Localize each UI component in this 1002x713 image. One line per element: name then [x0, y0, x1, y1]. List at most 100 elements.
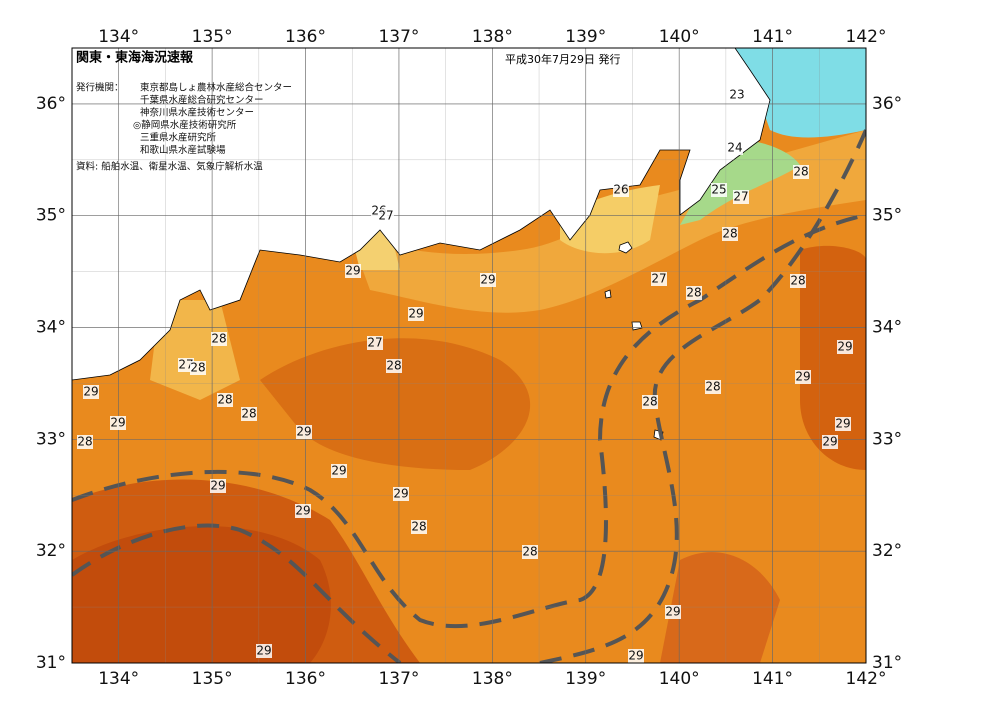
- isotherm-label-bg: [613, 183, 629, 197]
- lat-label-right: 35°: [872, 206, 902, 226]
- lon-label-bottom: 137°: [378, 669, 419, 689]
- isotherm-label: 29: [110, 416, 125, 430]
- lat-label-left: 32°: [36, 541, 66, 561]
- isotherm-label-bg: [522, 545, 538, 559]
- isotherm-label: 29: [295, 504, 310, 518]
- isotherm-label: 28: [686, 286, 701, 300]
- isotherm-label-bg: [411, 520, 427, 534]
- isotherm-label: 29: [256, 644, 271, 658]
- lon-label-top: 139°: [565, 27, 606, 47]
- isotherm-label-bg: [331, 464, 347, 478]
- isotherm-label: 29: [795, 370, 810, 384]
- isotherm-label: 29: [393, 487, 408, 501]
- isotherm-label-bg: [642, 395, 658, 409]
- isotherm-label-bg: [795, 370, 811, 384]
- isotherm-label: 27: [378, 209, 393, 223]
- isotherm-label: 28: [705, 380, 720, 394]
- isotherm-label-bg: [408, 307, 424, 321]
- lon-label-top: 140°: [659, 27, 700, 47]
- isotherm-label: 28: [642, 395, 657, 409]
- lon-label-bottom: 136°: [285, 669, 326, 689]
- isotherm-label-bg: [77, 435, 93, 449]
- lon-label-top: 134°: [98, 27, 139, 47]
- isotherm-label-bg: [722, 227, 738, 241]
- issuer: 神奈川県水産技術センター: [140, 107, 254, 119]
- isotherm-label: 24: [727, 141, 742, 155]
- isotherm-labels: 2324252728262627292927282828292827282728…: [77, 88, 853, 663]
- issuer: 三重県水産研究所: [140, 132, 217, 144]
- isotherm-label: 28: [793, 165, 808, 179]
- lon-label-bottom: 139°: [565, 669, 606, 689]
- isotherm-label-bg: [705, 380, 721, 394]
- lon-label-bottom: 134°: [98, 669, 139, 689]
- cold-water: [735, 48, 866, 138]
- lon-label-top: 135°: [192, 27, 233, 47]
- isotherm-label: 28: [790, 274, 805, 288]
- isotherm-label: 29: [296, 425, 311, 439]
- issuer: ◎静岡県水産技術研究所: [133, 119, 237, 131]
- lat-label-left: 34°: [36, 318, 66, 338]
- isotherm-label: 29: [835, 417, 850, 431]
- graticule: [72, 48, 866, 663]
- lon-label-bottom: 140°: [659, 669, 700, 689]
- isotherm-label-bg: [837, 340, 853, 354]
- isotherm-label-bg: [665, 605, 681, 619]
- isotherm-label-bg: [790, 274, 806, 288]
- isotherm-label-bg: [480, 273, 496, 287]
- isotherm-label-bg: [733, 190, 749, 204]
- lon-label-bottom: 142°: [846, 669, 887, 689]
- isotherm-label-bg: [628, 649, 644, 663]
- axis-labels: 134° 134° 135° 135° 136° 136° 137° 137° 138° 138°…: [36, 27, 902, 689]
- lat-label-right: 36°: [872, 94, 902, 114]
- lat-label-left: 33°: [36, 429, 66, 449]
- issuer: 和歌山県水産試験場: [140, 144, 226, 156]
- isotherm-label-bg: [256, 644, 272, 658]
- isotherm-label: 27: [178, 358, 193, 372]
- isotherm-label: 28: [190, 361, 205, 375]
- lon-label-top: 138°: [472, 27, 513, 47]
- lat-label-right: 32°: [872, 541, 902, 561]
- isotherm-label: 29: [345, 264, 360, 278]
- isotherm-label-bg: [793, 165, 809, 179]
- lon-label-top: 141°: [752, 27, 793, 47]
- data-source: 資料: 船舶水温、衛星水温、気象庁解析水温: [76, 161, 263, 173]
- isotherm-label: 28: [77, 435, 92, 449]
- kuroshio-line: [72, 213, 866, 629]
- isotherm-label: 26: [613, 183, 628, 197]
- warm-water: [660, 552, 780, 663]
- isotherm-label: 29: [331, 464, 346, 478]
- issuer-list: 東京都島しょ農林水産総合センター千葉県水産総合研究センター神奈川県水産技術センタ…: [133, 82, 292, 157]
- isotherm-label: 28: [386, 359, 401, 373]
- map-frame: [71, 47, 867, 664]
- isotherm-label: 29: [837, 340, 852, 354]
- isotherm-label-bg: [110, 416, 126, 430]
- isotherm-label: 28: [241, 407, 256, 421]
- cool-coastal-water: [150, 300, 240, 400]
- isotherm-label-bg: [686, 286, 702, 300]
- isotherm-label-bg: [378, 209, 394, 223]
- isotherm-label: 27: [367, 336, 382, 350]
- isotherm-label: 28: [522, 545, 537, 559]
- isotherm-label-bg: [241, 407, 257, 421]
- isotherm-label-bg: [651, 272, 667, 286]
- isotherm-label-bg: [835, 417, 851, 431]
- map-area: 2324252728262627292927282828292827282728…: [72, 48, 866, 663]
- island: [604, 241, 664, 441]
- lon-label-bottom: 135°: [192, 669, 233, 689]
- lat-label-left: 31°: [36, 653, 66, 673]
- isotherm-label: 29: [210, 479, 225, 493]
- kuroshio-line: [72, 523, 402, 663]
- isotherm-label-bg: [729, 88, 745, 102]
- lon-label-bottom: 138°: [472, 669, 513, 689]
- issuer: 千葉県水産総合研究センター: [140, 94, 264, 106]
- isotherm-label-bg: [295, 504, 311, 518]
- lat-label-right: 31°: [872, 653, 902, 673]
- warm-water: [800, 245, 866, 470]
- isotherm-label: 28: [411, 520, 426, 534]
- isotherm-label: 29: [83, 385, 98, 399]
- isotherm-label: 25: [711, 183, 726, 197]
- isotherm-label: 28: [722, 227, 737, 241]
- isotherm-label-bg: [211, 332, 227, 346]
- lon-label-top: 137°: [378, 27, 419, 47]
